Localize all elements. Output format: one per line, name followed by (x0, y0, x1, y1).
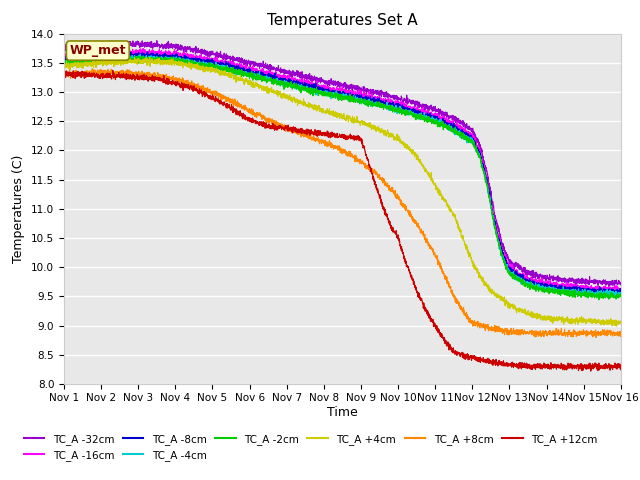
Text: WP_met: WP_met (70, 44, 126, 57)
Legend: TC_A -32cm, TC_A -16cm, TC_A -8cm, TC_A -4cm, TC_A -2cm, TC_A +4cm, TC_A +8cm, T: TC_A -32cm, TC_A -16cm, TC_A -8cm, TC_A … (19, 430, 602, 465)
Y-axis label: Temperatures (C): Temperatures (C) (12, 155, 26, 263)
X-axis label: Time: Time (327, 406, 358, 419)
Title: Temperatures Set A: Temperatures Set A (267, 13, 418, 28)
